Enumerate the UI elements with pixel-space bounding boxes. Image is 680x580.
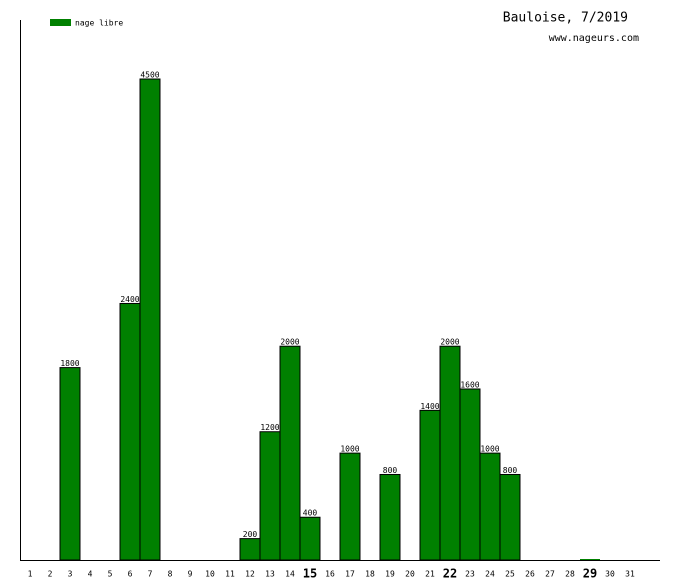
data-label: 1000 xyxy=(480,445,499,454)
legend-label: nage libre xyxy=(75,19,123,28)
x-tick-label: 15 xyxy=(303,567,317,580)
x-tick-label: 7 xyxy=(148,570,153,579)
x-tick-label: 1 xyxy=(28,570,33,579)
data-label: 800 xyxy=(503,466,518,475)
x-tick-label: 20 xyxy=(405,570,415,579)
chart-subtitle: www.nageurs.com xyxy=(549,33,639,44)
x-tick-label: 28 xyxy=(565,570,575,579)
bar xyxy=(580,559,600,560)
bar xyxy=(239,538,261,561)
bar xyxy=(279,345,301,561)
x-tick-label: 29 xyxy=(583,567,597,580)
chart-title: Bauloise, 7/2019 xyxy=(503,11,628,26)
x-tick-label: 11 xyxy=(225,570,235,579)
x-tick-label: 22 xyxy=(443,567,457,580)
bar xyxy=(459,388,481,561)
data-label: 2400 xyxy=(120,295,139,304)
data-label: 4500 xyxy=(140,71,159,80)
data-label: 2000 xyxy=(280,338,299,347)
data-label: 1200 xyxy=(260,423,279,432)
x-tick-label: 18 xyxy=(365,570,375,579)
x-tick-label: 9 xyxy=(188,570,193,579)
data-label: 800 xyxy=(383,466,398,475)
data-label: 1000 xyxy=(340,445,359,454)
x-tick-label: 21 xyxy=(425,570,435,579)
bar xyxy=(499,473,521,561)
x-tick-label: 27 xyxy=(545,570,555,579)
x-tick-label: 12 xyxy=(245,570,255,579)
x-tick-label: 26 xyxy=(525,570,535,579)
x-tick-label: 3 xyxy=(68,570,73,579)
x-tick-label: 19 xyxy=(385,570,395,579)
x-tick-label: 4 xyxy=(88,570,93,579)
bar xyxy=(419,409,441,561)
x-tick-label: 13 xyxy=(265,570,275,579)
x-tick-label: 14 xyxy=(285,570,295,579)
bar xyxy=(139,78,161,561)
bar xyxy=(59,367,81,561)
bar xyxy=(379,473,401,561)
bar xyxy=(119,302,141,561)
x-tick-label: 17 xyxy=(345,570,355,579)
x-tick-label: 8 xyxy=(168,570,173,579)
bar xyxy=(339,452,361,561)
data-label: 1800 xyxy=(60,359,79,368)
bar xyxy=(259,431,281,561)
x-tick-label: 30 xyxy=(605,570,615,579)
bar xyxy=(299,516,321,561)
x-tick-label: 10 xyxy=(205,570,215,579)
bar xyxy=(439,345,461,561)
x-tick-label: 25 xyxy=(505,570,515,579)
x-tick-label: 2 xyxy=(48,570,53,579)
x-tick-label: 23 xyxy=(465,570,475,579)
x-tick-label: 5 xyxy=(108,570,113,579)
data-label: 1400 xyxy=(420,402,439,411)
data-label: 2000 xyxy=(440,338,459,347)
x-tick-label: 31 xyxy=(625,570,635,579)
data-label: 1600 xyxy=(460,380,479,389)
x-tick-label: 6 xyxy=(128,570,133,579)
legend-swatch xyxy=(50,19,71,26)
data-label: 400 xyxy=(303,509,318,518)
x-tick-label: 16 xyxy=(325,570,335,579)
bar xyxy=(479,452,501,561)
x-tick-label: 24 xyxy=(485,570,495,579)
data-label: 200 xyxy=(243,530,258,539)
